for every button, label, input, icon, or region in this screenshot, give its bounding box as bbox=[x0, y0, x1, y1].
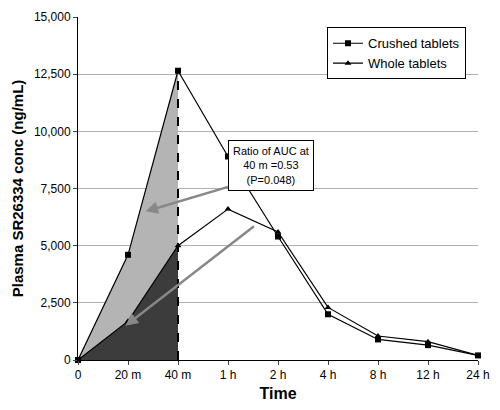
svg-text:2 h: 2 h bbox=[270, 368, 287, 382]
svg-text:0: 0 bbox=[75, 368, 82, 382]
svg-text:2,500: 2,500 bbox=[41, 296, 71, 310]
svg-text:20 m: 20 m bbox=[115, 368, 142, 382]
svg-text:Plasma SR26334 conc (ng/mL): Plasma SR26334 conc (ng/mL) bbox=[9, 80, 26, 298]
svg-text:5,000: 5,000 bbox=[41, 239, 71, 253]
svg-text:Time: Time bbox=[259, 385, 296, 402]
svg-text:15,000: 15,000 bbox=[34, 10, 71, 24]
svg-text:Crushed tablets: Crushed tablets bbox=[368, 36, 460, 51]
svg-text:4 h: 4 h bbox=[320, 368, 337, 382]
svg-text:1 h: 1 h bbox=[220, 368, 237, 382]
svg-text:Ratio of AUC at40 m =0.53(P=0.: Ratio of AUC at40 m =0.53(P=0.048) bbox=[233, 145, 309, 186]
svg-text:12 h: 12 h bbox=[416, 368, 439, 382]
svg-text:40 m: 40 m bbox=[165, 368, 192, 382]
svg-text:12,500: 12,500 bbox=[34, 67, 71, 81]
svg-text:10,000: 10,000 bbox=[34, 125, 71, 139]
svg-text:Whole tablets: Whole tablets bbox=[368, 56, 447, 71]
svg-text:0: 0 bbox=[64, 353, 71, 367]
svg-text:8 h: 8 h bbox=[370, 368, 387, 382]
svg-text:7,500: 7,500 bbox=[41, 182, 71, 196]
svg-text:24 h: 24 h bbox=[466, 368, 489, 382]
